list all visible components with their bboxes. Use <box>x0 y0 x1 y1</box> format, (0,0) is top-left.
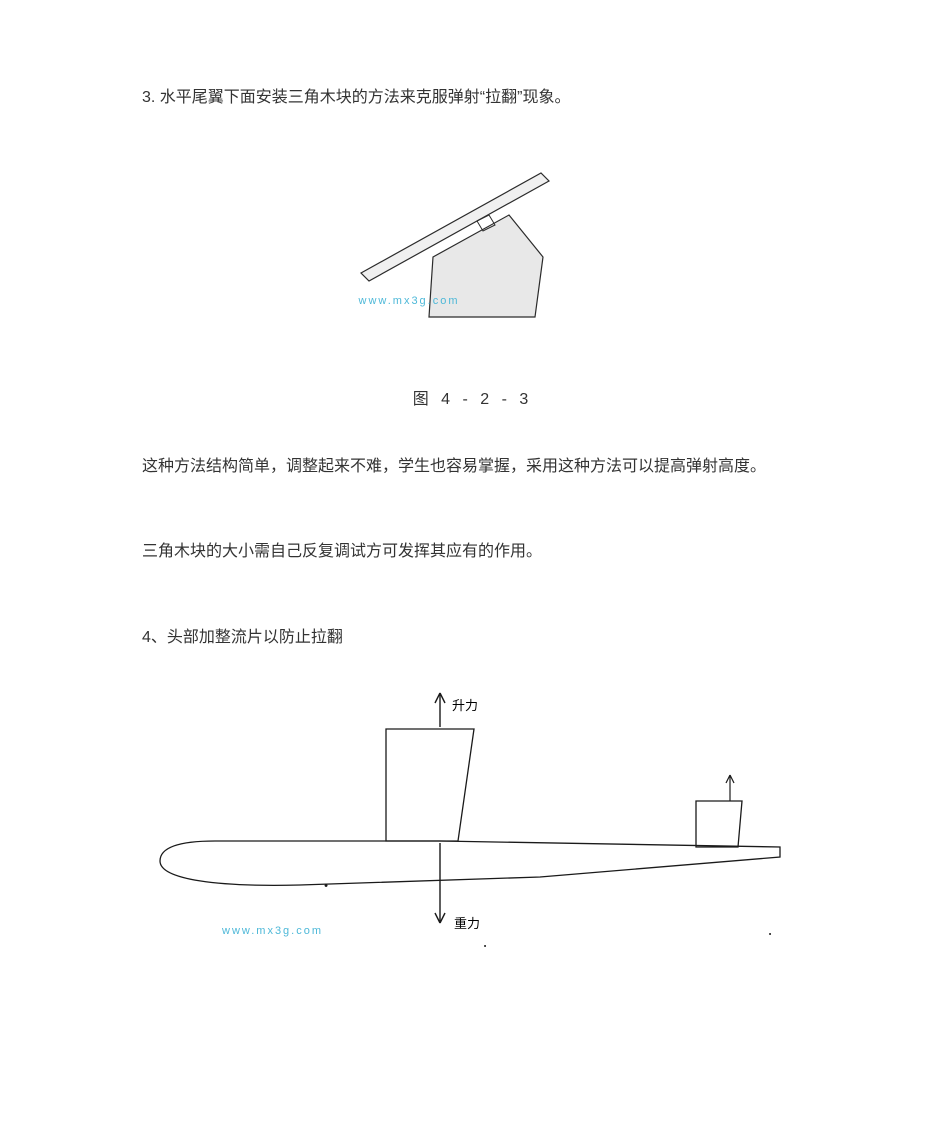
fuselage-outline <box>160 841 780 885</box>
tail-fin-outline <box>696 801 742 847</box>
figure-1-block: www.mx3g.com <box>110 140 835 360</box>
figure-2-watermark: www.mx3g.com <box>222 925 323 937</box>
lift-label: 升力 <box>452 695 478 714</box>
figure-1-caption: 图 4 - 2 - 3 <box>110 385 835 409</box>
paragraph-2: 三角木块的大小需自己反复调试方可发挥其应有的作用。 <box>110 534 835 569</box>
stray-dot <box>484 945 486 947</box>
gravity-label: 重力 <box>454 913 480 932</box>
main-wing-outline <box>386 729 474 841</box>
figure-2-diagram: 升力 重力 www.mx3g.com <box>140 685 820 985</box>
tail-wedge-diagram <box>313 165 633 345</box>
section-4-heading: 4、头部加整流片以防止拉翻 <box>110 620 835 655</box>
stray-dot <box>769 933 771 935</box>
figure-1-diagram: www.mx3g.com <box>313 165 633 345</box>
stray-dot <box>325 884 328 887</box>
figure-1-watermark: www.mx3g.com <box>359 295 460 307</box>
section-3-heading: 3. 水平尾翼下面安装三角木块的方法来克服弹射“拉翻”现象。 <box>110 80 835 115</box>
paragraph-1: 这种方法结构简单，调整起来不难，学生也容易掌握，采用这种方法可以提高弹射高度。 <box>110 449 835 484</box>
